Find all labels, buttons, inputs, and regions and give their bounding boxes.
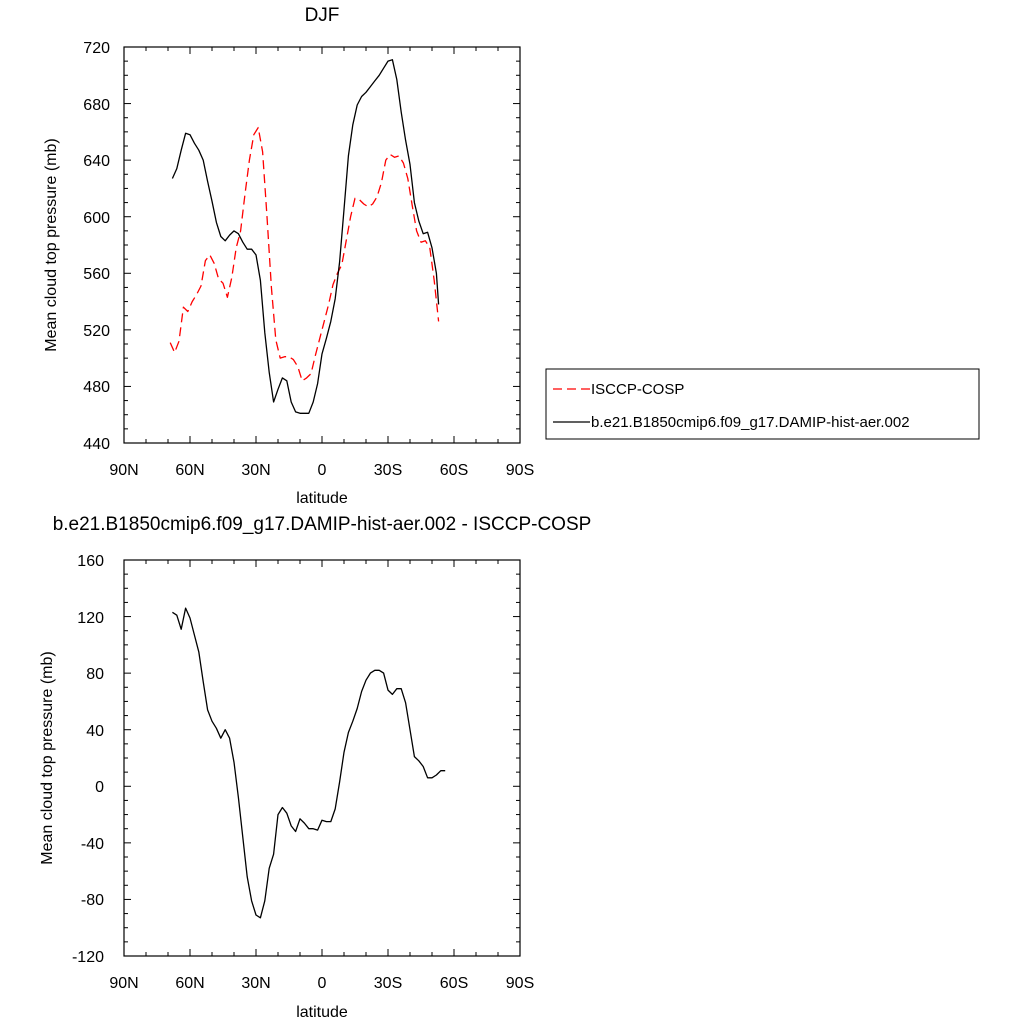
y-tick-label-0: 0 [95, 779, 104, 796]
bottom-y-tick-labels: -120 -80 -40 0 40 80 120 160 [72, 553, 104, 966]
x-tick-label-0: 0 [318, 462, 327, 479]
y-tick-label-440: 440 [83, 436, 110, 453]
y-tick-label-480: 480 [83, 379, 110, 396]
x-tick-label-30n: 30N [241, 975, 270, 992]
x-tick-label-60n: 60N [175, 975, 204, 992]
x-tick-label-30s: 30S [374, 462, 402, 479]
top-ticks-layer [123, 46, 521, 444]
y-tick-label-80: 80 [86, 666, 104, 683]
x-tick-label-90n: 90N [109, 975, 138, 992]
y-tick-label-680: 680 [83, 97, 110, 114]
top-chart-title: DJF [305, 5, 340, 26]
x-tick-label-90s: 90S [506, 975, 534, 992]
bottom-x-axis-label: latitude [296, 1004, 348, 1021]
top-series-line-0 [169, 126, 440, 382]
x-tick-label-60s: 60S [440, 462, 468, 479]
legend-label-model: b.e21.B1850cmip6.f09_g17.DAMIP-hist-aer.… [591, 414, 910, 431]
x-tick-label-90s: 90S [506, 462, 534, 479]
x-tick-label-60s: 60S [440, 975, 468, 992]
x-tick-label-30s: 30S [374, 975, 402, 992]
y-tick-label-neg120: -120 [72, 949, 104, 966]
top-y-tick-labels: 440 480 520 560 600 640 680 720 [83, 40, 110, 453]
y-tick-label-720: 720 [83, 40, 110, 57]
y-tick-label-560: 560 [83, 266, 110, 283]
y-tick-label-neg40: -40 [81, 836, 104, 853]
legend-label-isccp-cosp: ISCCP-COSP [591, 381, 684, 398]
bottom-chart-title: b.e21.B1850cmip6.f09_g17.DAMIP-hist-aer.… [53, 514, 592, 535]
top-plot-area-layer [169, 59, 440, 414]
legend: ISCCP-COSP b.e21.B1850cmip6.f09_g17.DAMI… [545, 368, 980, 440]
bottom-y-axis-label: Mean cloud top pressure (mb) [39, 651, 56, 864]
legend-box [545, 368, 980, 440]
top-x-axis-label: latitude [296, 490, 348, 507]
top-plot-frame [123, 46, 521, 444]
y-tick-label-neg80: -80 [81, 892, 104, 909]
y-tick-label-520: 520 [83, 323, 110, 340]
x-tick-label-30n: 30N [241, 462, 270, 479]
y-tick-label-40: 40 [86, 723, 104, 740]
x-tick-label-90n: 90N [109, 462, 138, 479]
bottom-plot-area-layer [172, 607, 446, 919]
bottom-chart: b.e21.B1850cmip6.f09_g17.DAMIP-hist-aer.… [39, 514, 591, 1021]
y-tick-label-120: 120 [77, 610, 104, 627]
top-x-tick-labels: 90N 60N 30N 0 30S 60S 90S [109, 462, 534, 479]
y-tick-label-640: 640 [83, 153, 110, 170]
bottom-ticks-layer [123, 559, 521, 957]
y-tick-label-600: 600 [83, 210, 110, 227]
x-tick-label-0: 0 [318, 975, 327, 992]
top-chart: DJF 90N 60N 30N 0 30S 60S 90S 440 480 52… [43, 5, 980, 507]
bottom-x-tick-labels: 90N 60N 30N 0 30S 60S 90S [109, 975, 534, 992]
top-y-axis-label: Mean cloud top pressure (mb) [43, 138, 60, 351]
bottom-series-line-0 [172, 607, 446, 919]
top-series-line-1 [171, 59, 440, 414]
x-tick-label-60n: 60N [175, 462, 204, 479]
y-tick-label-160: 160 [77, 553, 104, 570]
